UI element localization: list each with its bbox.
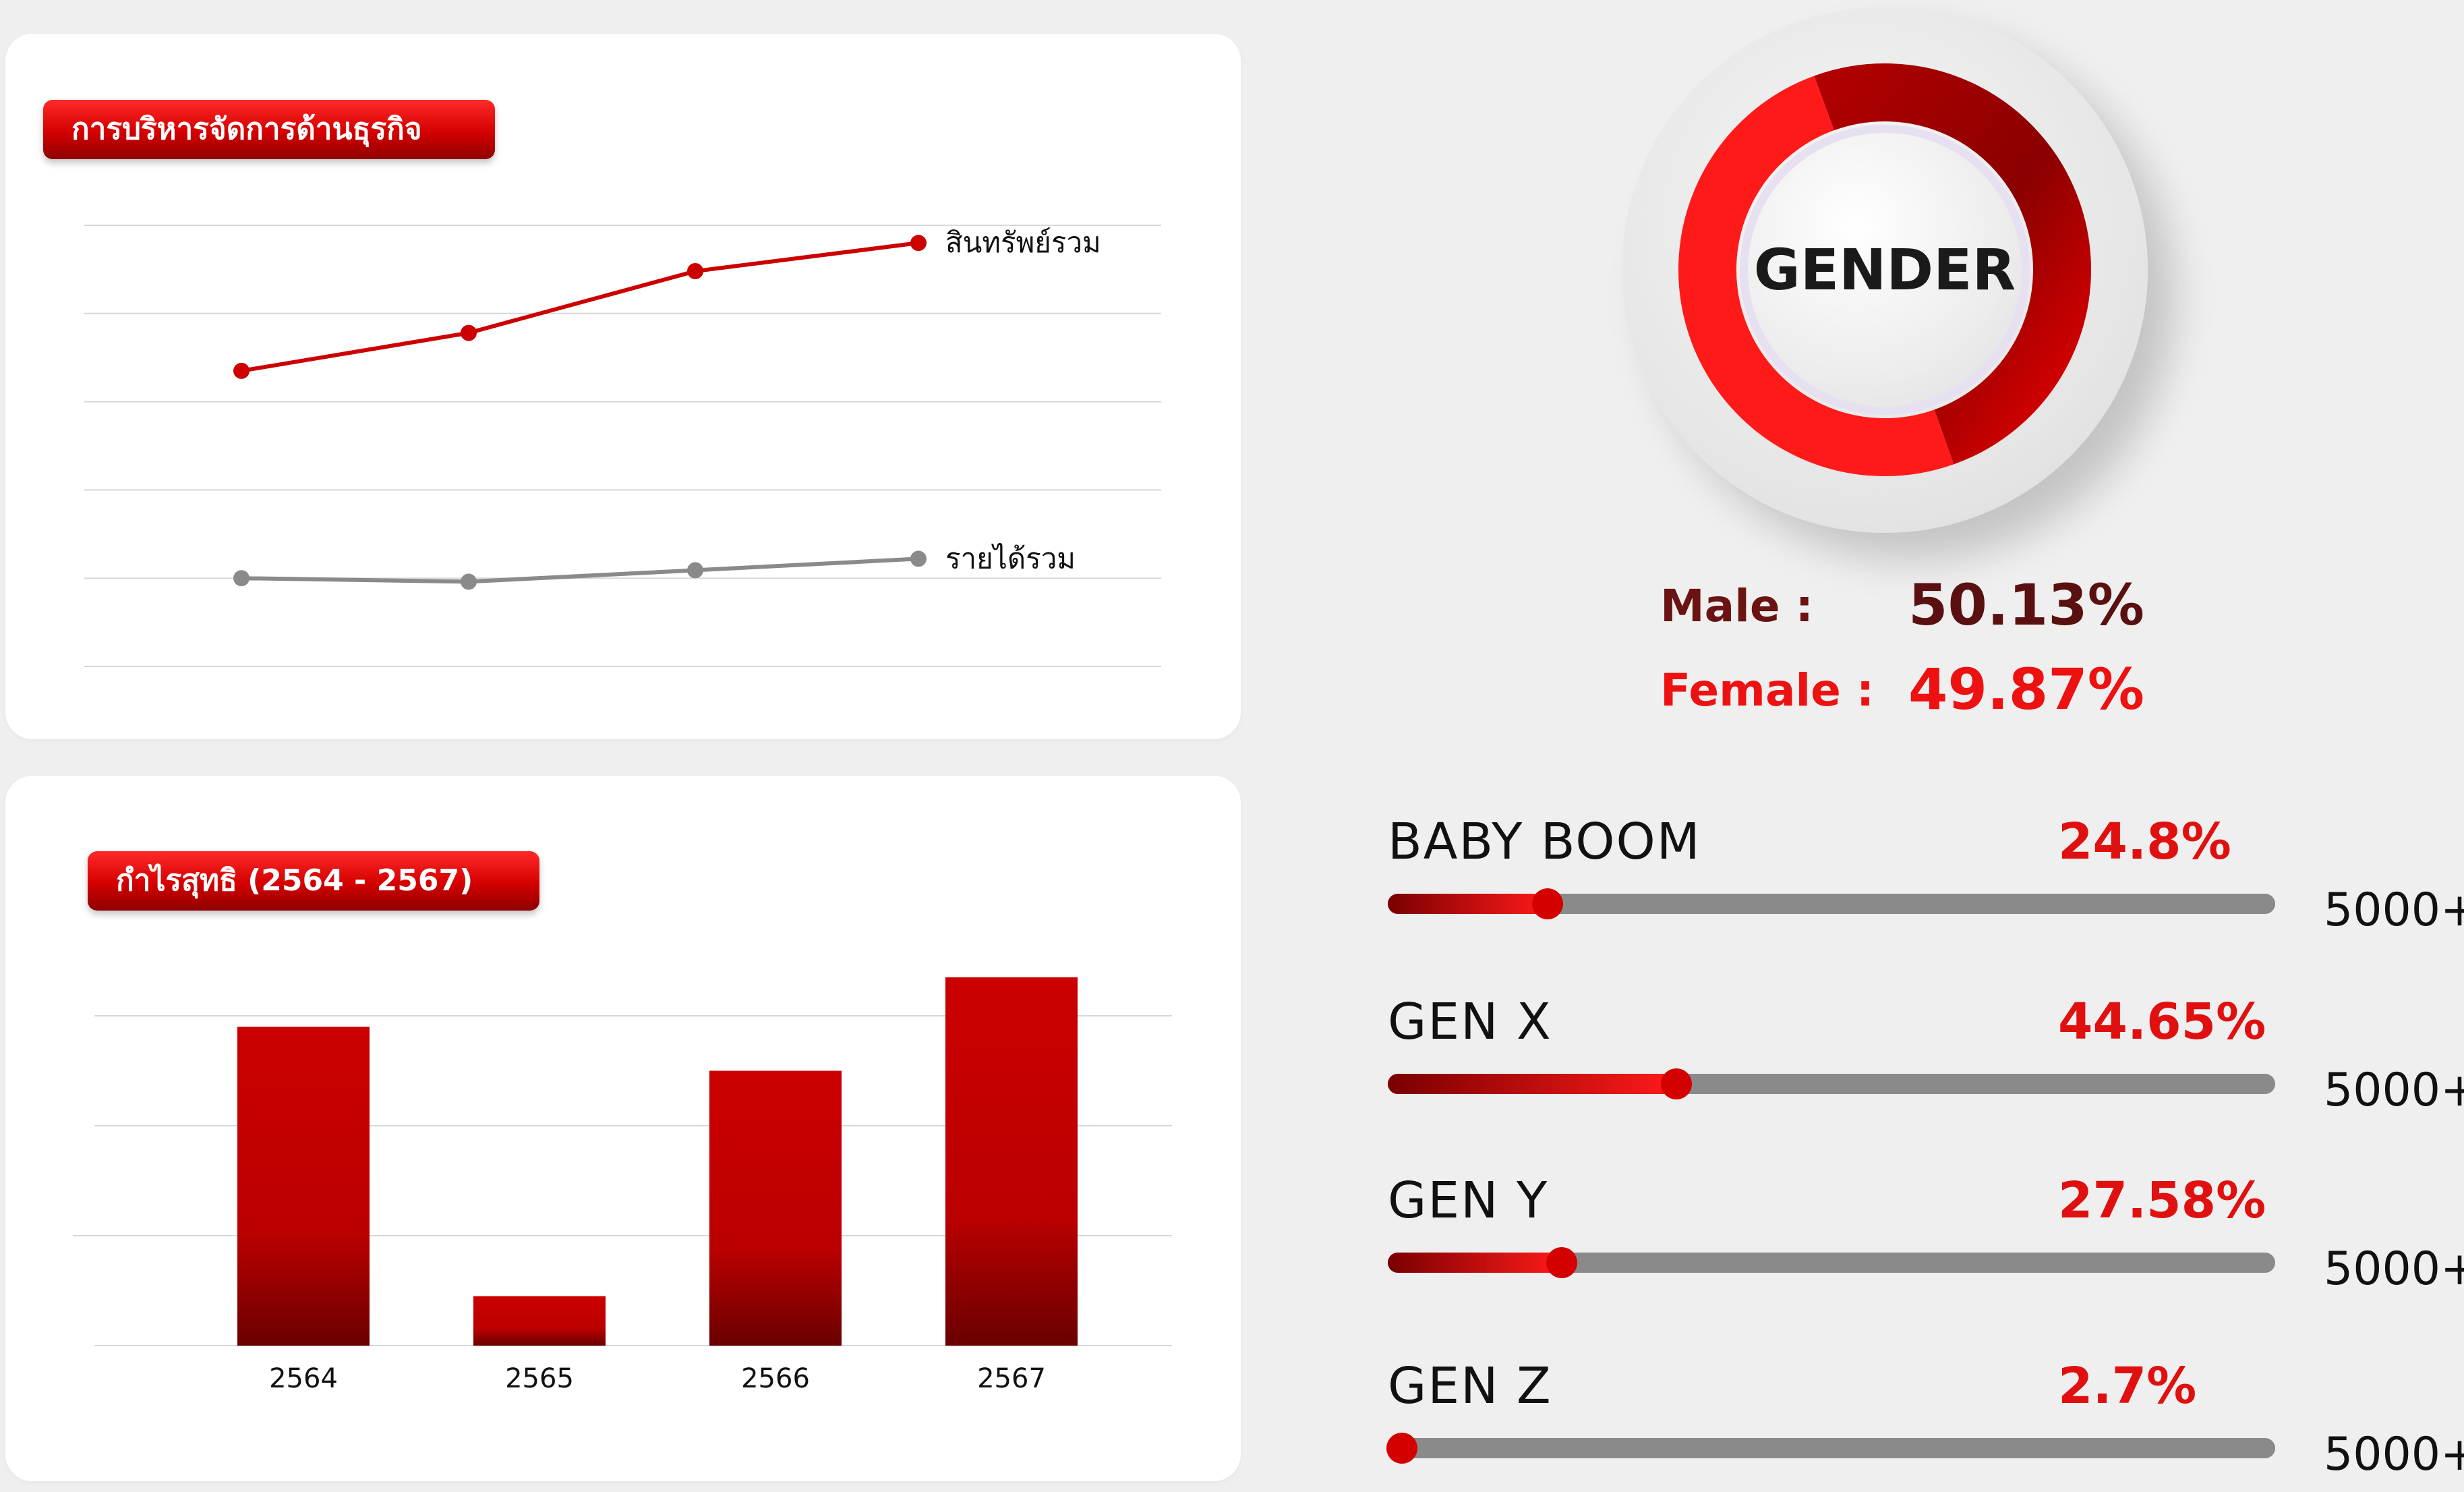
generation-count: 5000+ [2324,1428,2464,1481]
generation-slider-track[interactable] [1388,1247,2275,1278]
generation-name: GEN X [1388,993,1552,1051]
data-point [233,362,250,379]
generation-row-gen-y: GEN Y 27.58% 5000+ [1388,1172,2464,1307]
female-label: Female : [1660,664,1875,716]
series-line [241,241,919,373]
generation-slider-track[interactable] [1388,1068,2275,1099]
business-management-title: การบริหารจัดการด้านธุรกิจ [43,100,495,159]
generation-count: 5000+ [2324,1064,2464,1117]
generation-row-gen-x: GEN X 44.65% 5000+ [1388,993,2464,1128]
data-point [461,324,477,341]
generation-slider-fill [1388,894,1548,914]
gender-donut-ring [1678,63,2091,476]
series-label: รายได้รวม [945,542,1076,575]
x-tick-label: 2565 [505,1363,574,1394]
generation-percent: 27.58% [2058,1172,2266,1230]
generation-slider-fill [1388,1253,1562,1273]
generation-name: GEN Z [1388,1357,1552,1415]
net-profit-title: กำไรสุทธิ (2564 - 2567) [88,851,539,911]
generation-percent: 24.8% [2058,813,2231,871]
gender-title: GENDER [1740,125,2030,415]
generation-row-baby-boom: BABY BOOM 24.8% 5000+ [1388,813,2464,948]
generation-name: GEN Y [1388,1172,1549,1230]
generation-slider-knob[interactable] [1546,1247,1577,1278]
bar [473,1296,606,1346]
generation-slider-fill [1388,1074,1676,1094]
generation-slider-track[interactable] [1386,1433,2275,1464]
data-point [233,570,250,587]
bar [237,1027,370,1346]
data-point [910,550,927,567]
x-tick-label: 2566 [741,1363,810,1394]
generation-slider-knob[interactable] [1531,888,1563,919]
male-value: 50.13% [1908,572,2144,638]
generation-percent: 2.7% [2058,1357,2197,1415]
gender-donut: GENDER [1615,0,2154,540]
x-tick-label: 2567 [977,1363,1046,1394]
generation-slider-track[interactable] [1388,888,2275,919]
x-tick-label: 2564 [269,1363,338,1394]
generation-row-gen-z: GEN Z 2.7% 5000+ [1386,1357,2464,1492]
generation-name: BABY BOOM [1388,813,1701,871]
data-point [461,573,477,590]
data-point [687,263,703,280]
donut-slice-female [1678,76,1954,476]
bar [709,1070,842,1346]
male-label: Male : [1660,580,1813,632]
generation-slider-knob[interactable] [1660,1068,1692,1099]
female-value: 49.87% [1908,656,2144,722]
generation-percent: 44.65% [2058,993,2266,1051]
series-label: สินทรัพย์รวม [945,226,1101,259]
series-line [241,556,919,584]
donut-slice-male [1814,63,2091,465]
data-point [687,562,703,579]
generation-count: 5000+ [2324,884,2464,937]
data-point [910,235,927,252]
bar [945,977,1078,1346]
generation-count: 5000+ [2324,1242,2464,1296]
generation-slider-knob[interactable] [1386,1433,1418,1464]
